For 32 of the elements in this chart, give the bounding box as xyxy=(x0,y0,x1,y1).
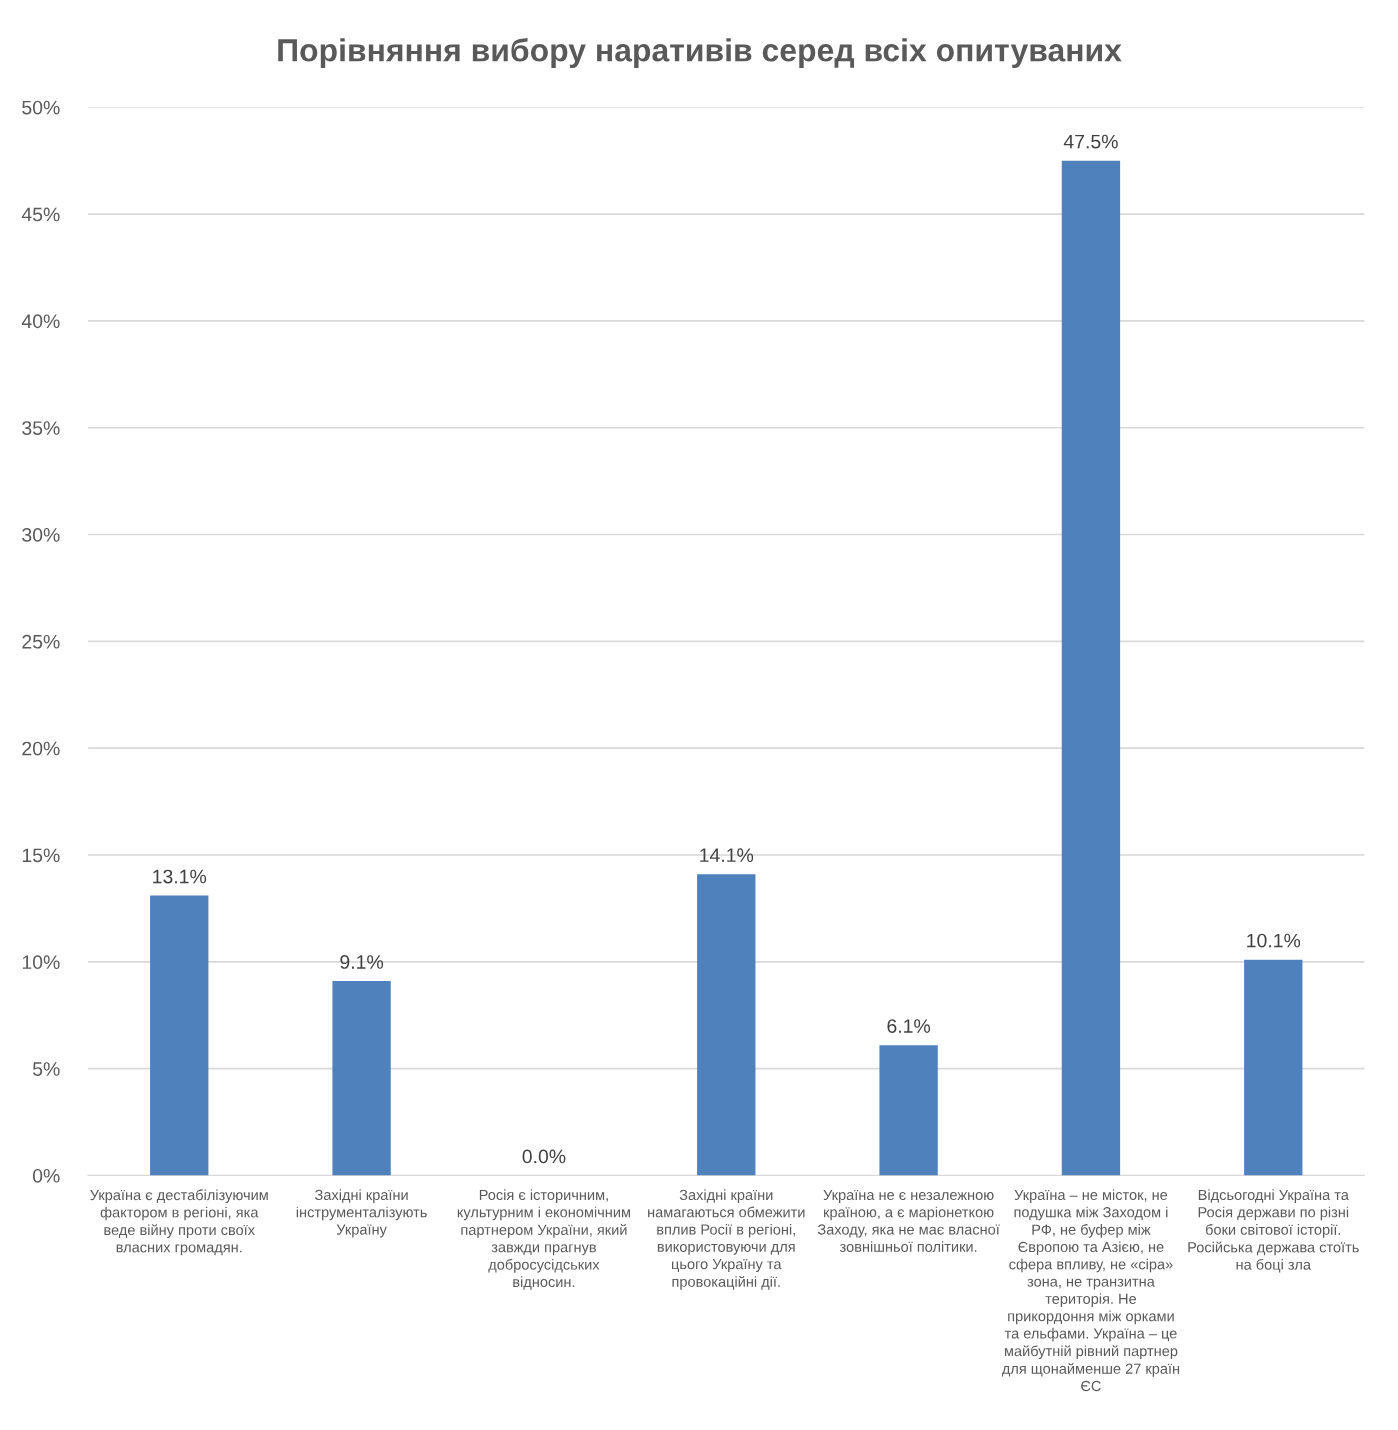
x-tick-label: Росія є історичним, культурним і економічним партнером України, який завжди прагнув добросусідських відносин. xyxy=(457,1189,630,1290)
chart-title: Порівняння вибору наративів серед всіх опитуваних xyxy=(278,37,1122,68)
y-tick-label: 20% xyxy=(22,741,60,756)
y-tick-label: 50% xyxy=(22,100,60,115)
bar xyxy=(1244,959,1303,1176)
x-tick-label: Західні країни намагаються обмежити вплив Росії в регіоні, використовуючи для цього Україну та провокаційні дії. xyxy=(648,1189,805,1290)
data-label: 0.0% xyxy=(522,1149,566,1164)
y-tick-label: 0% xyxy=(32,1168,60,1183)
y-tick-label: 15% xyxy=(22,848,60,863)
bar xyxy=(150,895,209,1176)
data-label: 47.5% xyxy=(1063,134,1118,149)
data-label: 10.1% xyxy=(1247,933,1301,948)
y-tick-label: 30% xyxy=(22,528,60,542)
data-label: 14.1% xyxy=(700,848,754,862)
y-tick-label: 10% xyxy=(22,955,60,970)
bar xyxy=(697,874,756,1176)
bar xyxy=(332,981,391,1176)
bar xyxy=(879,1045,938,1176)
y-tick-label: 35% xyxy=(22,421,60,435)
x-tick-label: Відсьогодні Україна та Росія держави по різні боки світової історії. Російська держава стоїть на боці зла xyxy=(1188,1189,1359,1273)
y-tick-label: 25% xyxy=(22,634,60,649)
y-tick-label: 45% xyxy=(21,207,60,222)
data-label: 9.1% xyxy=(340,955,384,969)
y-tick-label: 5% xyxy=(32,1062,60,1076)
x-tick-label: Україна є дестабілізуючим фактором в регіоні, яка веде війну проти своїх власних громадян. xyxy=(90,1189,268,1256)
x-tick-label: Україна не є незалежною країною, а є маріонеткою Заходу, яка не має власної зовнішньої політики. xyxy=(817,1189,1000,1252)
x-tick-label: Західні країни інструменталізують Україну xyxy=(296,1189,427,1238)
data-label: 13.1% xyxy=(153,869,207,884)
category-label: Україна – не місток, не подушка між Заходом і РФ, не буфер між Європою та Азією, не сфера впливу, не «сіра» зона, не транзитна територія. Не прикордоння між орками та ельфами. Україна – це майбутній рівний партнер для щонайменше 27 країн ЄС xyxy=(1001,1189,1180,1392)
y-tick-label: 40% xyxy=(21,314,60,329)
bar xyxy=(1061,160,1121,1176)
data-label: 6.1% xyxy=(887,1019,931,1033)
